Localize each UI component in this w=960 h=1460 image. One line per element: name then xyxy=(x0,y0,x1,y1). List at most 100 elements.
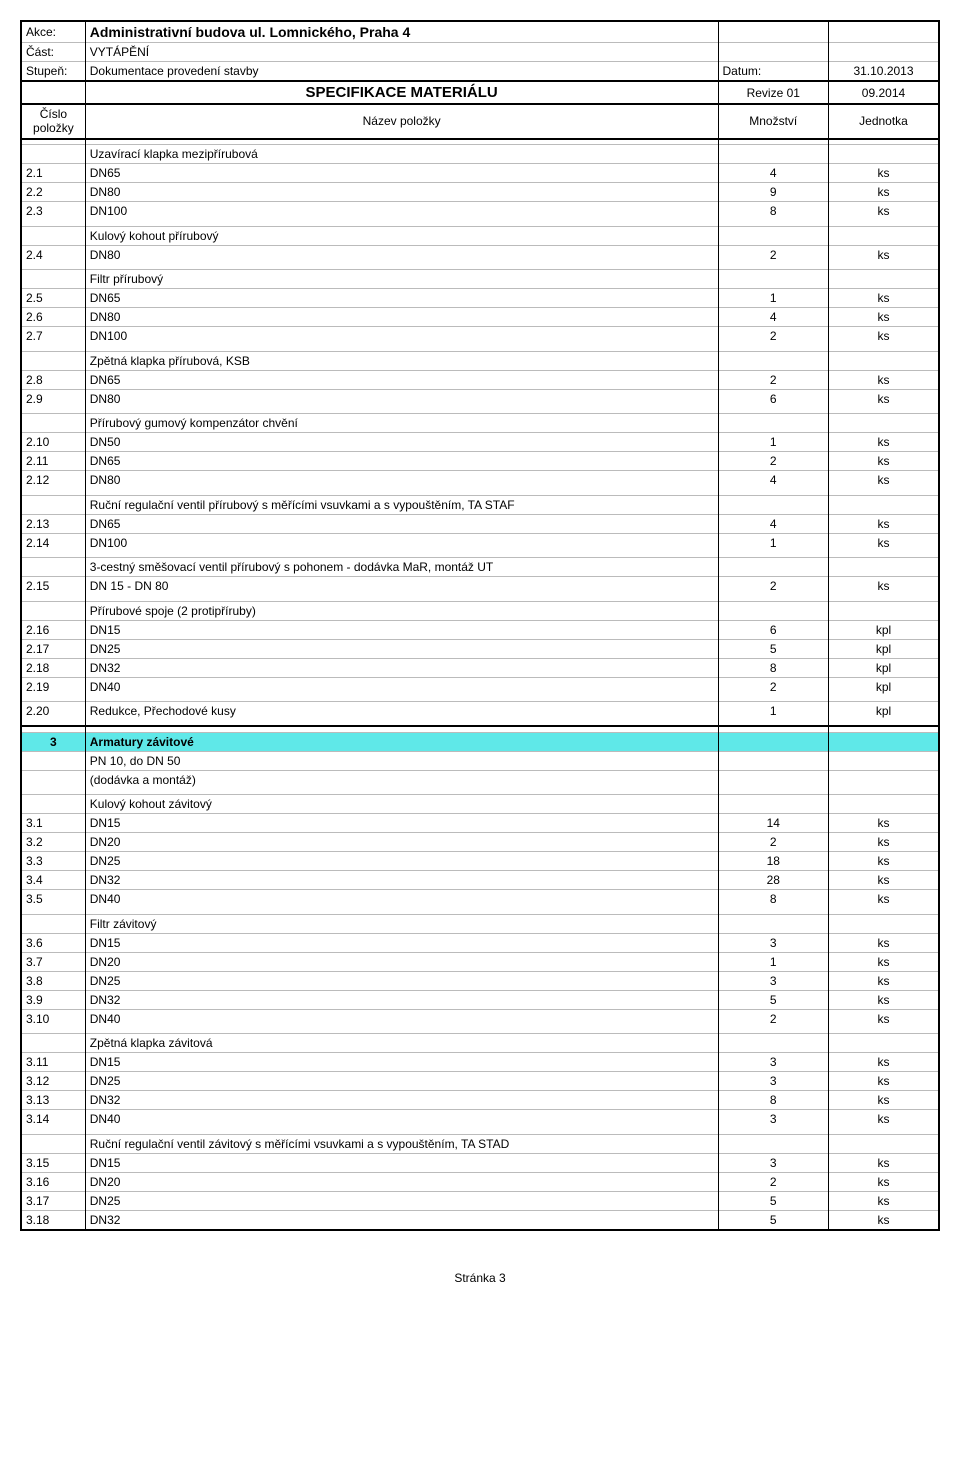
item-id: 2.18 xyxy=(21,658,85,677)
item-qty: 2 xyxy=(718,370,828,389)
item-unit: ks xyxy=(828,1153,939,1172)
item-unit: ks xyxy=(828,289,939,308)
item-qty: 8 xyxy=(718,202,828,221)
datum-value: 31.10.2013 xyxy=(828,62,939,82)
item-name: DN80 xyxy=(85,245,718,264)
revize: Revize 01 xyxy=(718,81,828,104)
item-qty: 1 xyxy=(718,702,828,721)
item-unit: ks xyxy=(828,308,939,327)
item-unit: ks xyxy=(828,852,939,871)
group-heading: Ruční regulační ventil závitový s měřící… xyxy=(85,1134,718,1153)
item-qty: 2 xyxy=(718,1009,828,1028)
item-qty: 5 xyxy=(718,1191,828,1210)
item-id: 3.4 xyxy=(21,871,85,890)
item-name: DN15 xyxy=(85,620,718,639)
item-name: DN20 xyxy=(85,833,718,852)
item-id: 3.14 xyxy=(21,1110,85,1129)
item-name: DN 15 - DN 80 xyxy=(85,577,718,596)
group-heading: Kulový kohout závitový xyxy=(85,795,718,814)
item-id: 3.16 xyxy=(21,1172,85,1191)
item-name: DN65 xyxy=(85,452,718,471)
item-unit: ks xyxy=(828,1072,939,1091)
item-id: 3.15 xyxy=(21,1153,85,1172)
item-name: DN100 xyxy=(85,533,718,552)
stupen-label: Stupeň: xyxy=(21,62,85,82)
item-name: DN15 xyxy=(85,1153,718,1172)
item-unit: kpl xyxy=(828,677,939,696)
item-qty: 3 xyxy=(718,1053,828,1072)
item-unit: ks xyxy=(828,433,939,452)
item-qty: 1 xyxy=(718,433,828,452)
revize-date: 09.2014 xyxy=(828,81,939,104)
item-id: 2.10 xyxy=(21,433,85,452)
item-id: 2.12 xyxy=(21,471,85,490)
item-id: 2.19 xyxy=(21,677,85,696)
item-unit: ks xyxy=(828,327,939,346)
stupen-value: Dokumentace provedení stavby xyxy=(85,62,718,82)
item-qty: 2 xyxy=(718,452,828,471)
item-unit: ks xyxy=(828,1053,939,1072)
item-unit: ks xyxy=(828,871,939,890)
item-qty: 18 xyxy=(718,852,828,871)
section-title: Armatury závitové xyxy=(85,732,718,751)
item-name: DN65 xyxy=(85,164,718,183)
item-id: 3.3 xyxy=(21,852,85,871)
item-name: DN25 xyxy=(85,639,718,658)
item-qty: 2 xyxy=(718,577,828,596)
item-name: DN65 xyxy=(85,289,718,308)
item-id: 2.6 xyxy=(21,308,85,327)
item-unit: ks xyxy=(828,814,939,833)
item-id: 3.12 xyxy=(21,1072,85,1091)
item-name: DN32 xyxy=(85,1210,718,1230)
item-unit: kpl xyxy=(828,620,939,639)
item-qty: 3 xyxy=(718,933,828,952)
item-unit: ks xyxy=(828,202,939,221)
item-name: DN100 xyxy=(85,202,718,221)
section-sub: (dodávka a montáž) xyxy=(85,770,718,789)
item-unit: kpl xyxy=(828,658,939,677)
item-unit: ks xyxy=(828,890,939,909)
item-name: DN32 xyxy=(85,658,718,677)
item-qty: 3 xyxy=(718,971,828,990)
item-qty: 5 xyxy=(718,639,828,658)
item-unit: ks xyxy=(828,933,939,952)
item-name: DN20 xyxy=(85,952,718,971)
akce-label: Akce: xyxy=(21,21,85,43)
group-heading: Přírubový gumový kompenzátor chvění xyxy=(85,414,718,433)
item-id: 2.8 xyxy=(21,370,85,389)
item-name: DN40 xyxy=(85,677,718,696)
item-name: Redukce, Přechodové kusy xyxy=(85,702,718,721)
item-unit: ks xyxy=(828,164,939,183)
item-id: 2.5 xyxy=(21,289,85,308)
item-qty: 2 xyxy=(718,245,828,264)
item-id: 3.13 xyxy=(21,1091,85,1110)
col-id-header: Číslo položky xyxy=(21,104,85,139)
datum-label: Datum: xyxy=(718,62,828,82)
section-sub: PN 10, do DN 50 xyxy=(85,751,718,770)
item-id: 3.8 xyxy=(21,971,85,990)
item-qty: 4 xyxy=(718,514,828,533)
group-heading: Ruční regulační ventil přírubový s měříc… xyxy=(85,495,718,514)
page-footer: Stránka 3 xyxy=(20,1271,940,1285)
item-name: DN15 xyxy=(85,1053,718,1072)
item-id: 3.18 xyxy=(21,1210,85,1230)
group-heading: 3-cestný směšovací ventil přírubový s po… xyxy=(85,558,718,577)
item-id: 3.5 xyxy=(21,890,85,909)
item-qty: 8 xyxy=(718,890,828,909)
empty xyxy=(828,21,939,43)
item-unit: ks xyxy=(828,577,939,596)
item-id: 2.20 xyxy=(21,702,85,721)
item-name: DN80 xyxy=(85,389,718,408)
item-id: 2.16 xyxy=(21,620,85,639)
item-id: 2.17 xyxy=(21,639,85,658)
item-unit: kpl xyxy=(828,639,939,658)
akce-value: Administrativní budova ul. Lomnického, P… xyxy=(85,21,718,43)
item-id: 3.9 xyxy=(21,990,85,1009)
group-heading: Zpětná klapka závitová xyxy=(85,1034,718,1053)
item-id: 3.2 xyxy=(21,833,85,852)
item-qty: 3 xyxy=(718,1072,828,1091)
item-unit: ks xyxy=(828,971,939,990)
section-id: 3 xyxy=(21,732,85,751)
item-name: DN40 xyxy=(85,1110,718,1129)
item-qty: 5 xyxy=(718,990,828,1009)
